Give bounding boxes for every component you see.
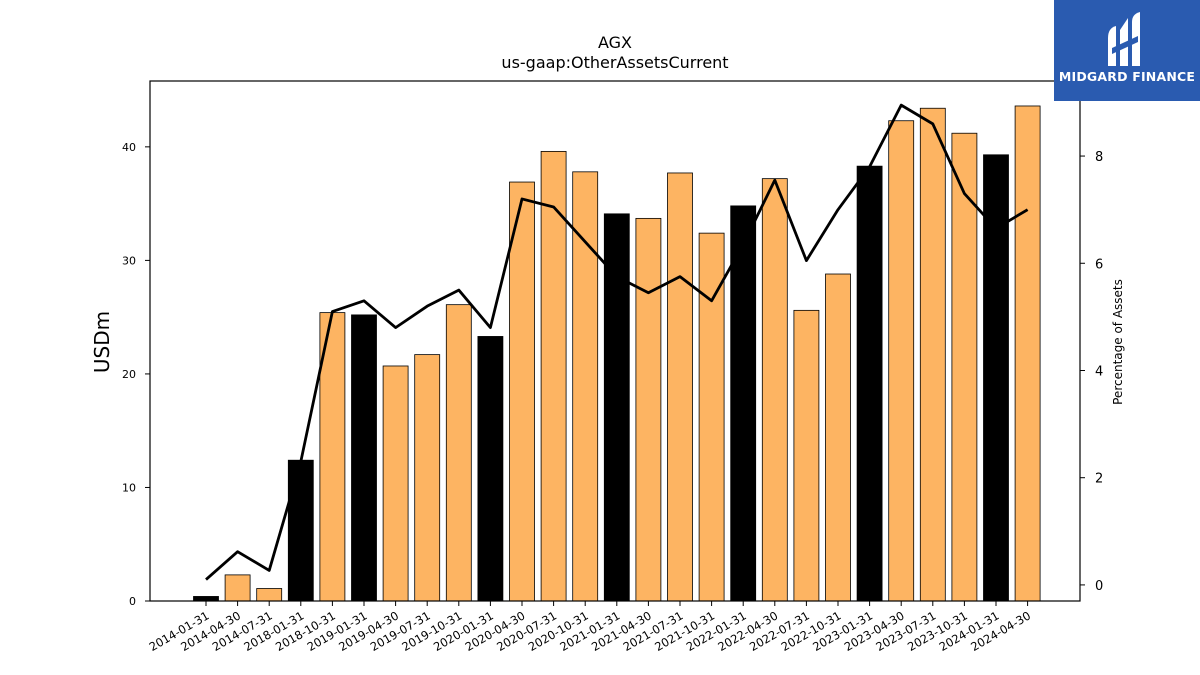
bar-2020-04-30 bbox=[509, 181, 535, 602]
line-layer bbox=[205, 103, 1029, 581]
y-tick-label: 0 bbox=[129, 595, 136, 608]
plot-frame bbox=[149, 80, 1081, 602]
bar-2018-10-31 bbox=[319, 312, 346, 602]
bar-2020-07-31 bbox=[540, 150, 567, 602]
y-tick-label: 40 bbox=[122, 141, 136, 154]
brand-name: MIDGARD FINANCE bbox=[1058, 69, 1196, 84]
bar-2020-10-31 bbox=[572, 171, 599, 602]
bar-2021-04-30 bbox=[635, 217, 662, 602]
bar-2014-04-30 bbox=[224, 574, 251, 602]
y-tick-label: 10 bbox=[122, 481, 136, 494]
chart-subtitle: us-gaap:OtherAssetsCurrent bbox=[501, 53, 728, 72]
bar-2020-01-31 bbox=[477, 336, 504, 602]
y2-tick-label: 2 bbox=[1095, 472, 1103, 487]
bar-2024-04-30 bbox=[1014, 105, 1041, 602]
bar-2019-01-31 bbox=[351, 314, 377, 602]
bar-2021-10-31 bbox=[698, 232, 725, 602]
bar-2022-10-31 bbox=[825, 273, 851, 602]
bar-2014-01-31 bbox=[193, 596, 219, 602]
bar-2021-07-31 bbox=[667, 172, 693, 602]
y2-tick-label: 6 bbox=[1095, 257, 1103, 272]
bar-2019-07-31 bbox=[414, 354, 441, 602]
bar-2019-10-31 bbox=[445, 304, 472, 602]
bar-2023-07-31 bbox=[919, 107, 946, 602]
bars-layer bbox=[193, 105, 1041, 602]
midgard-logo-icon bbox=[1108, 12, 1140, 66]
bar-2023-10-31 bbox=[951, 132, 978, 602]
bar-2021-01-31 bbox=[603, 213, 630, 602]
y2-axis-label: Percentage of Assets bbox=[1111, 279, 1125, 405]
bar-2019-04-30 bbox=[382, 365, 409, 602]
bar-2022-04-30 bbox=[761, 178, 788, 602]
brand-logo: MIDGARD FINANCE bbox=[1054, 0, 1200, 101]
y2-tick-label: 0 bbox=[1095, 579, 1103, 594]
y-axis-label: USDm bbox=[90, 311, 114, 373]
bar-2022-07-31 bbox=[793, 309, 820, 602]
chart-title: AGX bbox=[598, 33, 632, 52]
bar-2022-01-31 bbox=[730, 205, 757, 602]
bar-2014-07-31 bbox=[256, 588, 283, 602]
y-tick-label: 30 bbox=[122, 254, 136, 267]
bar-2018-01-31 bbox=[287, 459, 314, 602]
y-tick-label: 20 bbox=[122, 368, 136, 381]
bar-2023-04-30 bbox=[888, 120, 915, 602]
bar-2023-01-31 bbox=[856, 165, 883, 602]
y2-tick-label: 8 bbox=[1095, 150, 1103, 165]
y2-tick-label: 4 bbox=[1095, 364, 1103, 379]
